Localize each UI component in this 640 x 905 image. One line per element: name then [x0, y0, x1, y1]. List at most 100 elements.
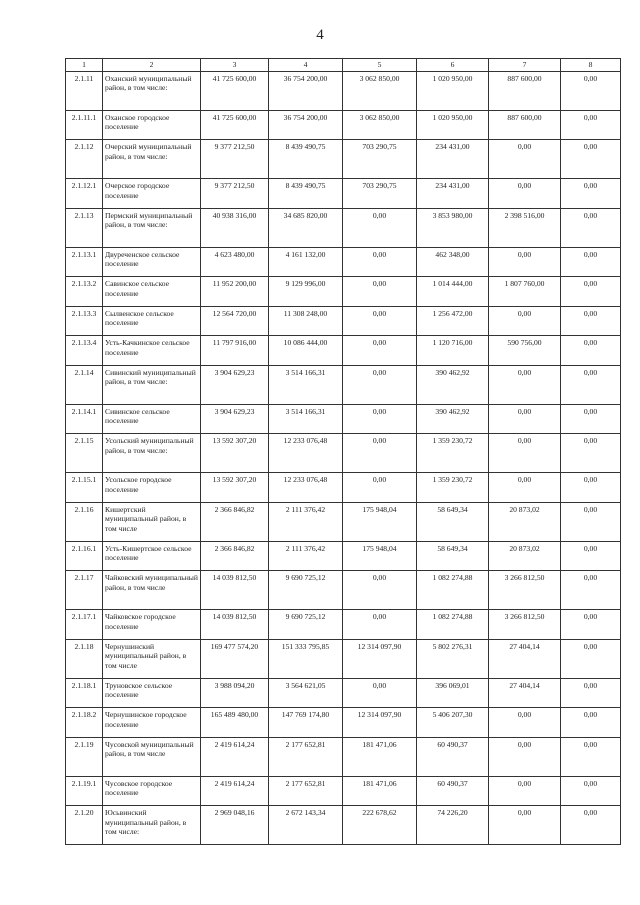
row-name: Очерское городское поселение [102, 178, 201, 209]
value-cell-col5: 175 948,04 [342, 540, 417, 572]
row-code: 2.1.13.3 [65, 305, 103, 337]
value-cell-col3: 2 419 614,24 [200, 775, 269, 807]
value-cell-col4: 147 769 174,80 [268, 707, 343, 738]
row-name: Чернушинский муниципальный район, в том … [102, 638, 201, 679]
row-name: Чусовской муниципальный район, в том чис… [102, 736, 201, 777]
row-name: Усть-Кишертское сельское поселение [102, 540, 201, 572]
value-cell-col4: 36 754 200,00 [268, 109, 343, 141]
value-cell-col5: 222 678,62 [342, 805, 417, 846]
value-cell-col3: 40 938 316,00 [200, 207, 269, 248]
value-cell-col7: 20 873,02 [488, 540, 561, 572]
row-code: 2.1.17.1 [65, 609, 103, 640]
value-cell-col6: 396 069,01 [416, 677, 489, 709]
value-cell-col3: 13 592 307,20 [200, 472, 269, 503]
table-row: 2.1.19.1 Чусовское городское поселение 2 4… [65, 775, 621, 807]
value-cell-col4: 12 233 076,48 [268, 472, 343, 503]
value-cell-col8: 0,00 [560, 736, 621, 777]
value-cell-col5: 0,00 [342, 276, 417, 307]
value-cell-col8: 0,00 [560, 70, 621, 111]
row-name: Труновское сельское поселение [102, 677, 201, 709]
value-cell-col4: 36 754 200,00 [268, 70, 343, 111]
value-cell-col7: 0,00 [488, 178, 561, 209]
row-name: Кишертский муниципальный район, в том чи… [102, 501, 201, 542]
value-cell-col4: 3 564 621,05 [268, 677, 343, 709]
value-cell-col7: 3 266 812,50 [488, 570, 561, 611]
value-cell-col5: 12 314 097,90 [342, 638, 417, 679]
value-cell-col7: 0,00 [488, 305, 561, 337]
value-cell-col7: 0,00 [488, 736, 561, 777]
value-cell-col4: 11 308 248,00 [268, 305, 343, 337]
row-name: Пермский муниципальный район, в том числ… [102, 207, 201, 248]
value-cell-col4: 8 439 490,75 [268, 178, 343, 209]
value-cell-col3: 14 039 812,50 [200, 570, 269, 611]
value-cell-col8: 0,00 [560, 139, 621, 180]
value-cell-col5: 703 290,75 [342, 178, 417, 209]
value-cell-col8: 0,00 [560, 570, 621, 611]
value-cell-col5: 0,00 [342, 609, 417, 640]
row-code: 2.1.13.2 [65, 276, 103, 307]
row-code: 2.1.14.1 [65, 403, 103, 435]
row-name: Очерский муниципальный район, в том числ… [102, 139, 201, 180]
value-cell-col3: 2 366 846,82 [200, 540, 269, 572]
value-cell-col3: 169 477 574,20 [200, 638, 269, 679]
value-cell-col4: 9 690 725,12 [268, 609, 343, 640]
row-name: Усольское городское поселение [102, 472, 201, 503]
value-cell-col8: 0,00 [560, 178, 621, 209]
value-cell-col3: 4 623 480,00 [200, 246, 269, 278]
value-cell-col7: 0,00 [488, 805, 561, 846]
value-cell-col7: 0,00 [488, 472, 561, 503]
table-row: 2.1.17 Чайковский муниципальный район, в … [65, 570, 621, 611]
value-cell-col3: 2 419 614,24 [200, 736, 269, 777]
row-code: 2.1.17 [65, 570, 103, 611]
value-cell-col7: 0,00 [488, 403, 561, 435]
value-cell-col3: 3 904 629,23 [200, 403, 269, 435]
column-header: 1 [65, 58, 103, 72]
row-code: 2.1.13 [65, 207, 103, 248]
row-name: Оханский муниципальный район, в том числ… [102, 70, 201, 111]
value-cell-col7: 0,00 [488, 707, 561, 738]
value-cell-col7: 1 807 760,00 [488, 276, 561, 307]
value-cell-col3: 13 592 307,20 [200, 433, 269, 474]
value-cell-col4: 4 161 132,00 [268, 246, 343, 278]
table-row: 2.1.14 Сивинский муниципальный район, в т… [65, 364, 621, 405]
row-name: Усть-Качкинское сельское поселение [102, 335, 201, 366]
value-cell-col6: 74 226,20 [416, 805, 489, 846]
value-cell-col3: 2 366 846,82 [200, 501, 269, 542]
value-cell-col4: 10 086 444,00 [268, 335, 343, 366]
value-cell-col6: 5 406 207,30 [416, 707, 489, 738]
value-cell-col5: 12 314 097,90 [342, 707, 417, 738]
value-cell-col8: 0,00 [560, 609, 621, 640]
value-cell-col5: 0,00 [342, 570, 417, 611]
value-cell-col6: 60 490,37 [416, 736, 489, 777]
value-cell-col4: 2 177 652,81 [268, 775, 343, 807]
row-code: 2.1.18.1 [65, 677, 103, 709]
value-cell-col3: 3 988 094,20 [200, 677, 269, 709]
value-cell-col5: 0,00 [342, 364, 417, 405]
row-name: Чусовское городское поселение [102, 775, 201, 807]
value-cell-col3: 9 377 212,50 [200, 178, 269, 209]
value-cell-col6: 1 256 472,00 [416, 305, 489, 337]
row-code: 2.1.13.4 [65, 335, 103, 366]
row-name: Сивинское сельское поселение [102, 403, 201, 435]
row-name: Двуреченское сельское поселение [102, 246, 201, 278]
value-cell-col7: 0,00 [488, 775, 561, 807]
value-cell-col4: 151 333 795,85 [268, 638, 343, 679]
table-row: 2.1.14.1 Сивинское сельское поселение 3 90… [65, 403, 621, 435]
row-code: 2.1.16.1 [65, 540, 103, 572]
value-cell-col3: 11 797 916,00 [200, 335, 269, 366]
value-cell-col3: 165 489 480,00 [200, 707, 269, 738]
row-code: 2.1.19 [65, 736, 103, 777]
value-cell-col5: 0,00 [342, 305, 417, 337]
value-cell-col8: 0,00 [560, 109, 621, 141]
value-cell-col8: 0,00 [560, 305, 621, 337]
row-name: Чайковский муниципальный район, в том чи… [102, 570, 201, 611]
value-cell-col8: 0,00 [560, 805, 621, 846]
value-cell-col6: 60 490,37 [416, 775, 489, 807]
value-cell-col8: 0,00 [560, 472, 621, 503]
value-cell-col6: 58 649,34 [416, 501, 489, 542]
row-name: Юсьвинский муниципальный район, в том чи… [102, 805, 201, 846]
value-cell-col6: 1 120 716,00 [416, 335, 489, 366]
value-cell-col5: 703 290,75 [342, 139, 417, 180]
value-cell-col5: 3 062 850,00 [342, 70, 417, 111]
table-row: 2.1.13 Пермский муниципальный район, в то… [65, 207, 621, 248]
